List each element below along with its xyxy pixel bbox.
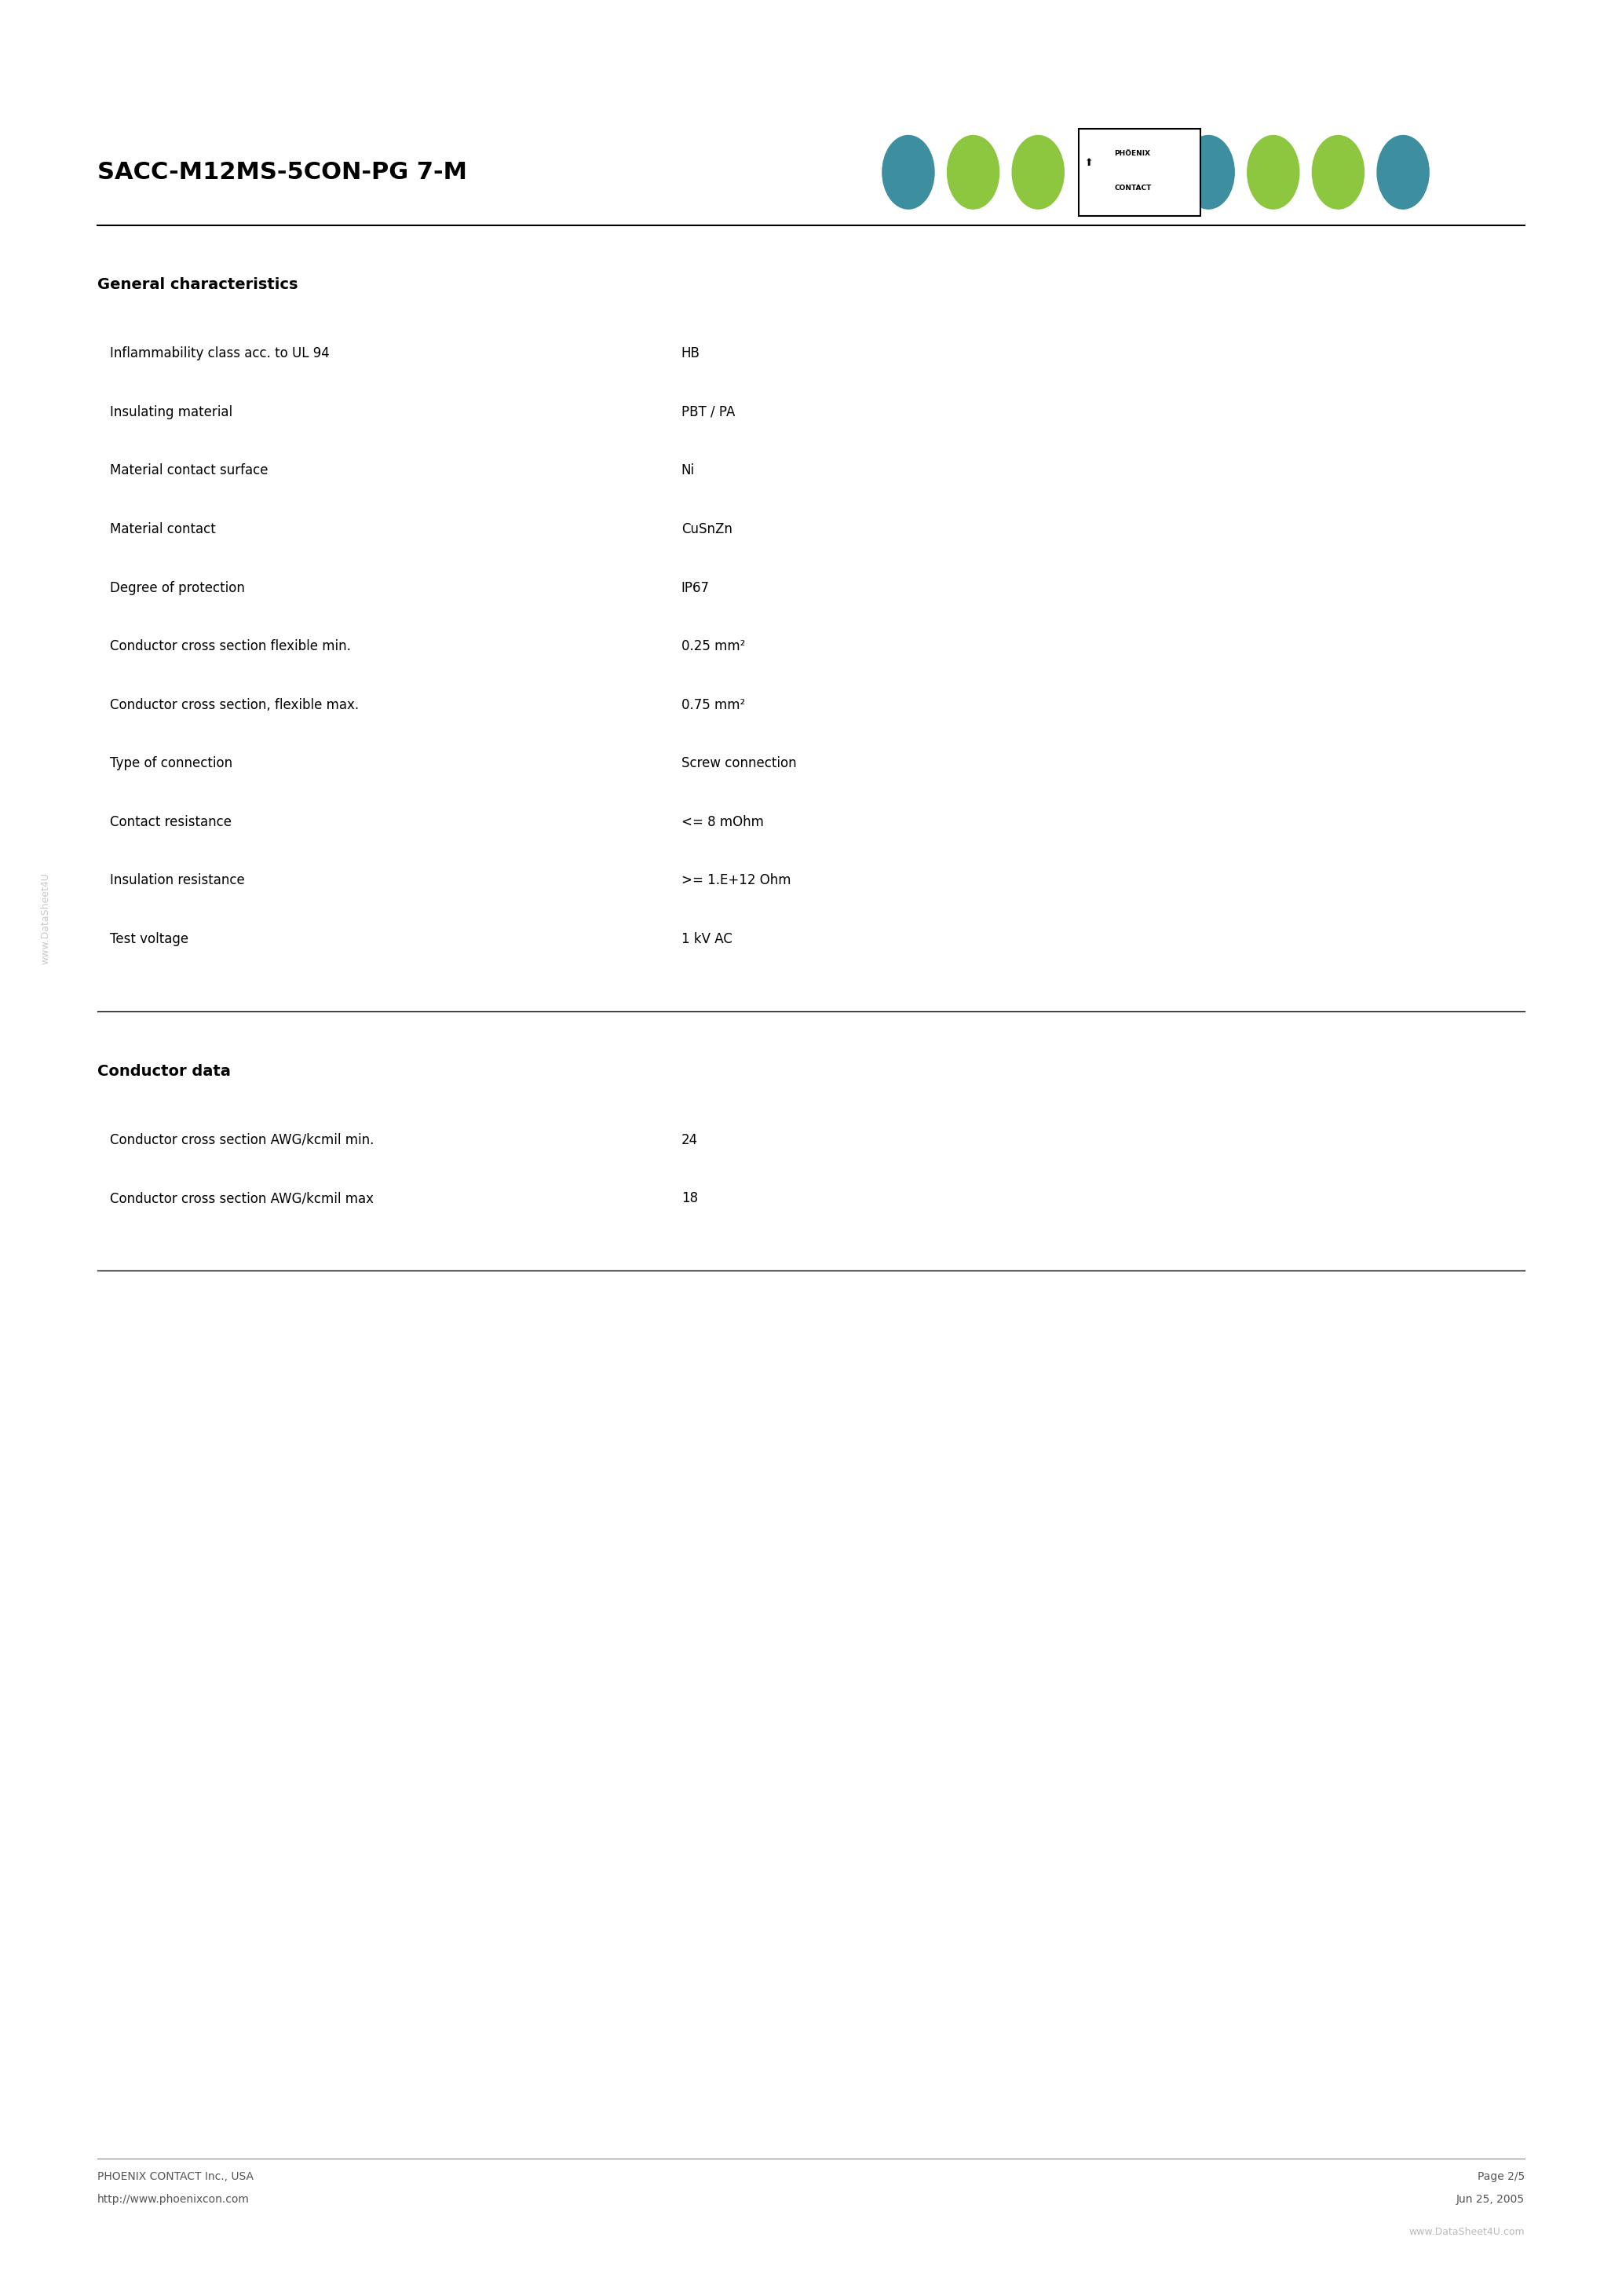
Text: Conductor cross section AWG/kcmil min.: Conductor cross section AWG/kcmil min. — [110, 1132, 375, 1148]
Circle shape — [1247, 135, 1299, 209]
Text: Type of connection: Type of connection — [110, 755, 234, 771]
Text: PBT / PA: PBT / PA — [681, 404, 735, 420]
Text: <= 8 mOhm: <= 8 mOhm — [681, 815, 764, 829]
Circle shape — [882, 135, 934, 209]
Circle shape — [947, 135, 999, 209]
Text: General characteristics: General characteristics — [97, 278, 298, 292]
FancyBboxPatch shape — [1079, 129, 1200, 216]
Text: HB: HB — [681, 347, 701, 360]
Circle shape — [1377, 135, 1429, 209]
Text: Material contact: Material contact — [110, 521, 216, 537]
Text: Ni: Ni — [681, 464, 694, 478]
Text: IP67: IP67 — [681, 581, 709, 595]
Text: PHOENIX CONTACT Inc., USA: PHOENIX CONTACT Inc., USA — [97, 2172, 253, 2181]
Text: www.DataSheet4U: www.DataSheet4U — [41, 872, 50, 964]
Text: Degree of protection: Degree of protection — [110, 581, 245, 595]
Text: http://www.phoenixcon.com: http://www.phoenixcon.com — [97, 2195, 250, 2204]
Circle shape — [1182, 135, 1234, 209]
Text: Inflammability class acc. to UL 94: Inflammability class acc. to UL 94 — [110, 347, 329, 360]
Text: Conductor cross section, flexible max.: Conductor cross section, flexible max. — [110, 698, 358, 712]
Text: Jun 25, 2005: Jun 25, 2005 — [1457, 2195, 1525, 2204]
Text: Test voltage: Test voltage — [110, 932, 188, 946]
Text: 0.75 mm²: 0.75 mm² — [681, 698, 744, 712]
Text: Page 2/5: Page 2/5 — [1478, 2172, 1525, 2181]
Text: PHÖENIX: PHÖENIX — [1114, 149, 1150, 158]
Text: Conductor data: Conductor data — [97, 1063, 230, 1079]
Text: Conductor cross section AWG/kcmil max: Conductor cross section AWG/kcmil max — [110, 1192, 375, 1205]
Text: Conductor cross section flexible min.: Conductor cross section flexible min. — [110, 638, 352, 654]
Circle shape — [1312, 135, 1364, 209]
Circle shape — [1012, 135, 1064, 209]
Text: 24: 24 — [681, 1132, 697, 1148]
Text: Screw connection: Screw connection — [681, 755, 796, 771]
Text: ⬆: ⬆ — [1085, 158, 1093, 168]
Text: SACC-M12MS-5CON-PG 7-M: SACC-M12MS-5CON-PG 7-M — [97, 161, 467, 184]
Text: Insulation resistance: Insulation resistance — [110, 872, 245, 889]
Text: >= 1.E+12 Ohm: >= 1.E+12 Ohm — [681, 872, 792, 889]
Text: CONTACT: CONTACT — [1114, 184, 1152, 193]
Text: CuSnZn: CuSnZn — [681, 521, 732, 537]
Text: 0.25 mm²: 0.25 mm² — [681, 638, 744, 654]
Text: www.DataSheet4U.com: www.DataSheet4U.com — [1410, 2227, 1525, 2236]
Text: 1 kV AC: 1 kV AC — [681, 932, 732, 946]
Text: Material contact surface: Material contact surface — [110, 464, 269, 478]
Text: 18: 18 — [681, 1192, 697, 1205]
Text: Insulating material: Insulating material — [110, 404, 234, 420]
Text: Contact resistance: Contact resistance — [110, 815, 232, 829]
